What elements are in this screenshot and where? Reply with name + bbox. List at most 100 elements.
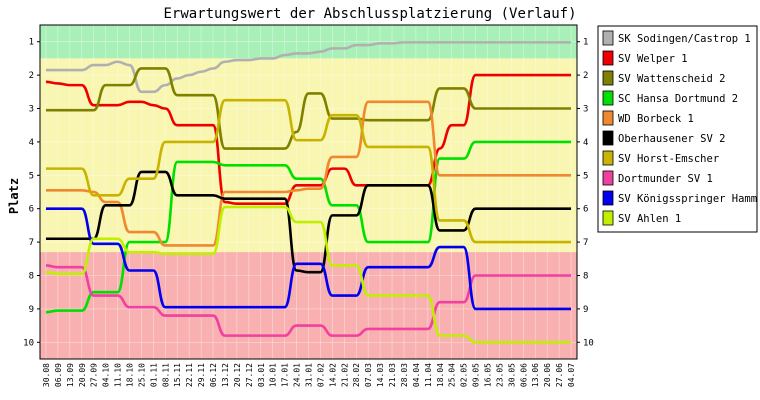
x-tick-label: 14.03 — [376, 363, 385, 387]
legend-swatch — [602, 30, 614, 46]
legend-label: Oberhausener SV 2 — [618, 133, 725, 145]
series-line-2 — [45, 67, 572, 150]
y-tick-label-right: 2 — [583, 71, 588, 81]
legend-label: SV Horst-Emscher — [618, 153, 719, 165]
y-tick-label-left: 5 — [29, 171, 34, 181]
series-line-1 — [45, 73, 572, 205]
x-tick-label: 03.01 — [257, 363, 266, 387]
legend-swatch — [602, 70, 614, 86]
x-tick-label: 13.09 — [66, 363, 75, 387]
x-tick-label: 11.10 — [114, 363, 123, 387]
x-tick-label: 13.12 — [221, 363, 230, 387]
x-tick-label: 06.09 — [54, 363, 63, 387]
x-tick-label: 20.06 — [543, 363, 552, 387]
y-tick-label-right: 1 — [583, 38, 588, 48]
series-line-4 — [45, 100, 572, 247]
y-tick-label-left: 1 — [29, 38, 34, 48]
series-line-5 — [45, 170, 572, 274]
y-ticks-right: 1 2 3 4 5 6 7 8 9 10 — [577, 38, 594, 348]
x-tick-label: 27.12 — [245, 363, 254, 387]
legend-swatch — [602, 150, 614, 166]
x-tick-label: 13.06 — [531, 363, 540, 387]
y-tick-label-right: 9 — [583, 305, 588, 315]
plot-frame — [39, 24, 578, 360]
legend-swatch — [602, 190, 614, 206]
series-line-3 — [45, 140, 572, 314]
x-tick-label: 08.11 — [161, 363, 170, 387]
x-tick-label: 18.10 — [126, 363, 135, 387]
legend-label: WD Borbeck 1 — [618, 113, 694, 125]
x-tick-label: 31.01 — [305, 363, 314, 387]
x-tick-label: 01.11 — [149, 363, 158, 387]
y-tick-label-right: 6 — [583, 205, 588, 215]
x-tick-label: 27.09 — [90, 363, 99, 387]
x-tick-label: 16.05 — [484, 363, 493, 387]
series-line-0 — [45, 41, 572, 94]
x-tick-label: 29.11 — [197, 363, 206, 387]
legend-box — [597, 25, 758, 233]
x-tick-label: 15.11 — [173, 363, 182, 387]
x-tick-label: 07.02 — [316, 363, 325, 387]
legend-label: SV Königsspringer Hamm — [618, 193, 757, 205]
legend-label: SV Welper 1 — [618, 53, 688, 65]
x-tick-label: 28.02 — [352, 363, 361, 387]
x-tick-label: 27.06 — [555, 363, 564, 387]
legend-label: Dortmunder SV 1 — [618, 173, 713, 185]
y-tick-label-right: 7 — [583, 238, 588, 248]
series-line-9 — [45, 205, 572, 344]
y-tick-label-right: 5 — [583, 171, 588, 181]
x-tick-label: 20.12 — [233, 363, 242, 387]
y-tick-label-left: 10 — [23, 338, 34, 348]
x-tick-label: 21.02 — [340, 363, 349, 387]
y-tick-label-right: 8 — [583, 272, 588, 282]
x-tick-label: 30.08 — [42, 363, 51, 387]
legend-label: SV Ahlen 1 — [618, 213, 681, 225]
y-tick-label-right: 3 — [583, 105, 588, 115]
x-tick-label: 18.04 — [436, 363, 445, 387]
x-tick-label: 10.01 — [269, 363, 278, 387]
x-tick-label: 11.04 — [424, 363, 433, 387]
y-tick-label-left: 7 — [29, 238, 34, 248]
x-tick-label: 20.09 — [78, 363, 87, 387]
y-tick-label-left: 4 — [29, 138, 34, 148]
legend-swatch — [602, 170, 614, 186]
y-tick-label-right: 4 — [583, 138, 588, 148]
chart-title: Erwartungswert der Abschlussplatzierung … — [163, 6, 576, 22]
legend-label: SK Sodingen/Castrop 1 — [618, 33, 751, 45]
y-axis-label: Platz — [7, 178, 21, 214]
x-tick-label: 23.05 — [495, 363, 504, 387]
y-tick-label-left: 6 — [29, 205, 34, 215]
legend-swatch — [602, 50, 614, 66]
x-tick-label: 06.12 — [209, 363, 218, 387]
y-tick-label-left: 9 — [29, 305, 34, 315]
x-tick-label: 22.11 — [185, 363, 194, 387]
x-tick-labels: 30.08 06.09 13.09 20.09 27.09 04.10 11.10 18.10… — [42, 363, 576, 387]
x-tick-label: 28.03 — [400, 363, 409, 387]
legend-label: SC Hansa Dortmund 2 — [618, 93, 738, 105]
x-tick-label: 25.10 — [137, 363, 146, 387]
y-tick-label-right: 10 — [583, 338, 594, 348]
series-line-8 — [45, 207, 572, 311]
legend-swatch — [602, 90, 614, 106]
series-line-6 — [45, 98, 572, 244]
legend-swatch — [602, 210, 614, 226]
x-tick-label: 06.06 — [519, 363, 528, 387]
x-tick-label: 04.10 — [102, 363, 111, 387]
x-tick-label: 04.07 — [567, 363, 576, 387]
y-tick-label-left: 3 — [29, 105, 34, 115]
x-tick-label: 09.05 — [472, 363, 481, 387]
legend-swatch — [602, 130, 614, 146]
series-line-7 — [45, 264, 572, 337]
legend-label: SV Wattenscheid 2 — [618, 73, 725, 85]
x-tick-label: 07.03 — [364, 363, 373, 387]
y-tick-label-left: 8 — [29, 272, 34, 282]
x-tick-label: 24.01 — [293, 363, 302, 387]
x-tick-label: 14.02 — [328, 363, 337, 387]
y-tick-label-left: 2 — [29, 71, 34, 81]
x-tick-label: 17.01 — [281, 363, 290, 387]
legend-swatch — [602, 110, 614, 126]
y-ticks-left: 1 2 3 4 5 6 7 8 9 10 — [23, 38, 40, 348]
x-tick-label: 02.05 — [460, 363, 469, 387]
